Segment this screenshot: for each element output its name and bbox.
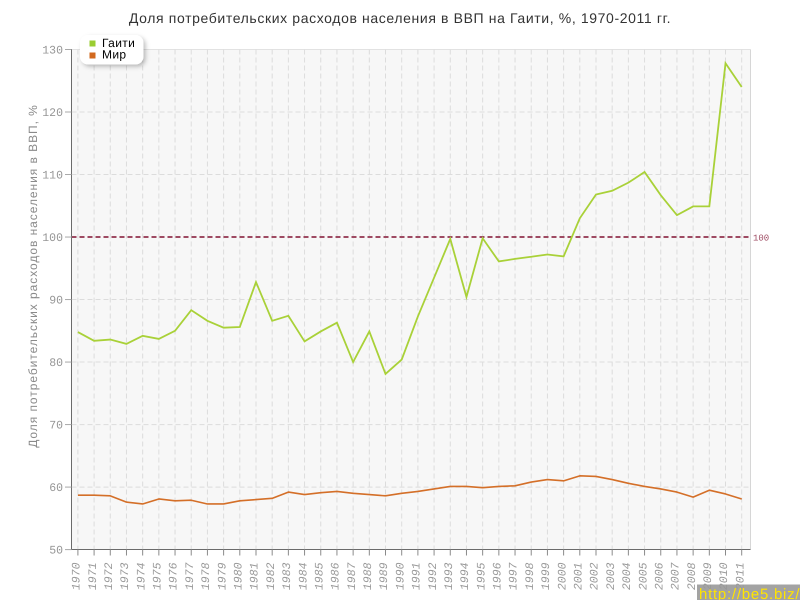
- svg-text:1978: 1978: [200, 562, 213, 590]
- svg-text:110: 110: [42, 169, 63, 182]
- svg-text:2009: 2009: [702, 562, 715, 590]
- svg-text:90: 90: [49, 294, 63, 307]
- svg-text:1993: 1993: [443, 562, 456, 590]
- svg-text:2008: 2008: [686, 562, 699, 590]
- svg-text:1982: 1982: [265, 562, 278, 590]
- svg-text:2006: 2006: [653, 562, 666, 590]
- svg-text:1973: 1973: [119, 562, 132, 590]
- svg-text:2001: 2001: [573, 563, 586, 591]
- svg-text:1972: 1972: [103, 562, 116, 590]
- svg-text:60: 60: [49, 482, 63, 495]
- svg-text:2011: 2011: [734, 563, 747, 591]
- svg-text:1994: 1994: [459, 562, 472, 590]
- svg-text:1988: 1988: [362, 562, 375, 590]
- svg-text:1996: 1996: [492, 562, 505, 590]
- svg-text:1986: 1986: [330, 562, 343, 590]
- svg-text:Гаити: Гаити: [102, 36, 135, 50]
- svg-text:100: 100: [42, 232, 63, 245]
- svg-text:http://be5.biz/: http://be5.biz/: [699, 586, 800, 600]
- svg-text:Доля потребительских расходов: Доля потребительских расходов населения …: [26, 104, 40, 448]
- svg-text:1974: 1974: [135, 562, 148, 590]
- svg-text:1975: 1975: [152, 562, 165, 590]
- svg-text:1992: 1992: [427, 562, 440, 590]
- svg-text:120: 120: [42, 107, 63, 120]
- svg-text:1970: 1970: [71, 562, 84, 590]
- svg-text:1985: 1985: [313, 562, 326, 590]
- svg-text:1977: 1977: [184, 562, 197, 590]
- svg-text:2010: 2010: [718, 562, 731, 590]
- svg-text:1979: 1979: [216, 562, 229, 590]
- svg-text:130: 130: [42, 44, 63, 57]
- svg-text:2000: 2000: [556, 562, 569, 590]
- svg-text:Мир: Мир: [102, 47, 126, 61]
- svg-text:1983: 1983: [281, 562, 294, 590]
- svg-text:2004: 2004: [621, 562, 634, 590]
- svg-text:1980: 1980: [233, 562, 246, 590]
- svg-text:1998: 1998: [524, 562, 537, 590]
- svg-text:1981: 1981: [249, 563, 262, 591]
- svg-text:Доля потребительских расходов: Доля потребительских расходов населения …: [129, 10, 671, 26]
- svg-text:1991: 1991: [411, 563, 424, 591]
- svg-text:2002: 2002: [589, 562, 602, 590]
- svg-text:1971: 1971: [87, 563, 100, 591]
- svg-text:70: 70: [49, 419, 63, 432]
- svg-text:1995: 1995: [475, 562, 488, 590]
- svg-text:2007: 2007: [670, 562, 683, 590]
- svg-text:2003: 2003: [605, 562, 618, 590]
- svg-text:1999: 1999: [540, 562, 553, 590]
- svg-text:1997: 1997: [508, 562, 521, 590]
- svg-text:80: 80: [49, 357, 63, 370]
- svg-text:1989: 1989: [378, 562, 391, 590]
- svg-text:1987: 1987: [346, 562, 359, 590]
- svg-text:50: 50: [49, 544, 63, 557]
- svg-text:2005: 2005: [637, 562, 650, 590]
- svg-text:100: 100: [753, 234, 769, 244]
- svg-text:1990: 1990: [394, 562, 407, 590]
- svg-text:1984: 1984: [297, 562, 310, 590]
- svg-text:1976: 1976: [168, 562, 181, 590]
